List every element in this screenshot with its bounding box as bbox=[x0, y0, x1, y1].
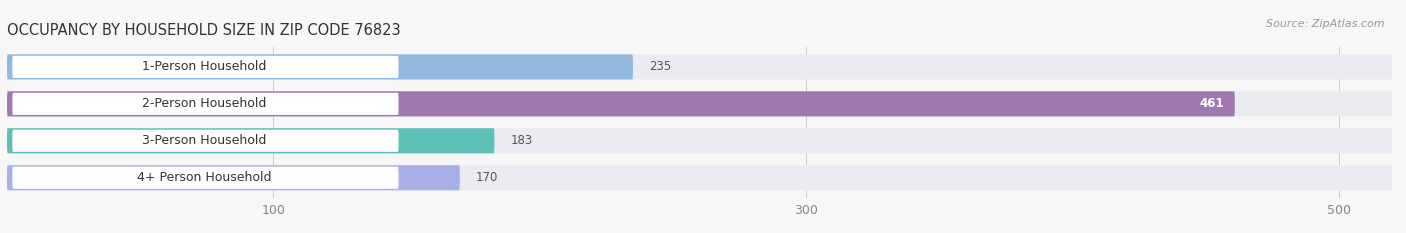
Text: 3-Person Household: 3-Person Household bbox=[142, 134, 266, 147]
Text: 1-Person Household: 1-Person Household bbox=[142, 60, 266, 73]
Text: 461: 461 bbox=[1199, 97, 1225, 110]
Text: OCCUPANCY BY HOUSEHOLD SIZE IN ZIP CODE 76823: OCCUPANCY BY HOUSEHOLD SIZE IN ZIP CODE … bbox=[7, 24, 401, 38]
Text: 170: 170 bbox=[475, 171, 498, 184]
FancyBboxPatch shape bbox=[7, 91, 1234, 116]
Text: 235: 235 bbox=[650, 60, 671, 73]
FancyBboxPatch shape bbox=[7, 165, 460, 190]
Text: 4+ Person Household: 4+ Person Household bbox=[136, 171, 271, 184]
FancyBboxPatch shape bbox=[7, 54, 1392, 79]
FancyBboxPatch shape bbox=[7, 165, 1392, 190]
FancyBboxPatch shape bbox=[13, 167, 398, 189]
FancyBboxPatch shape bbox=[13, 93, 398, 115]
Text: Source: ZipAtlas.com: Source: ZipAtlas.com bbox=[1267, 19, 1385, 29]
FancyBboxPatch shape bbox=[7, 91, 1392, 116]
FancyBboxPatch shape bbox=[7, 128, 495, 153]
FancyBboxPatch shape bbox=[13, 56, 398, 78]
FancyBboxPatch shape bbox=[7, 54, 633, 79]
Text: 183: 183 bbox=[510, 134, 533, 147]
Text: 2-Person Household: 2-Person Household bbox=[142, 97, 266, 110]
FancyBboxPatch shape bbox=[13, 130, 398, 152]
FancyBboxPatch shape bbox=[7, 128, 1392, 153]
